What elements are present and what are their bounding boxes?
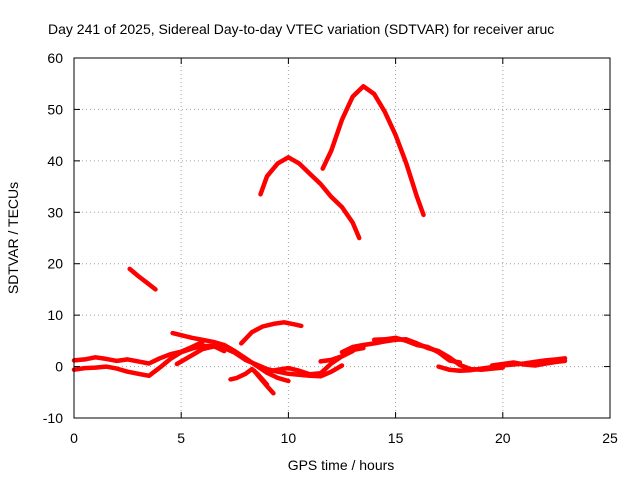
- y-tick-labels: -10 0 10 20 30 40 50 60: [43, 50, 63, 426]
- series-line-trace-night-b: [71, 343, 227, 379]
- series-line-arc-mid-peak: [258, 155, 362, 241]
- chart-title: Day 241 of 2025, Sidereal Day-to-day VTE…: [48, 21, 554, 37]
- x-tick-label: 25: [602, 430, 618, 446]
- y-axis-label: SDTVAR / TECUs: [5, 182, 21, 294]
- series-line-trace-late-h: [318, 348, 355, 364]
- y-tick-label: 0: [55, 359, 63, 375]
- y-tick-label: 10: [47, 307, 63, 323]
- series-line-arc-big-peak: [320, 84, 426, 218]
- y-tick-label: 40: [47, 153, 63, 169]
- series-line-arc-early-decline: [127, 266, 158, 292]
- series-line-arc-evening-hump: [238, 320, 304, 346]
- x-tick-label: 0: [70, 430, 78, 446]
- series-line-trace-drop-f: [251, 368, 276, 396]
- x-axis-label: GPS time / hours: [288, 457, 395, 473]
- y-tick-label: 50: [47, 101, 63, 117]
- x-tick-label: 10: [281, 430, 297, 446]
- y-tick-label: 60: [47, 50, 63, 66]
- y-tick-label: 30: [47, 204, 63, 220]
- series-line-trace-afternoon-j: [371, 335, 463, 365]
- x-tick-label: 15: [388, 430, 404, 446]
- y-tick-label: 20: [47, 256, 63, 272]
- plot-frame: [73, 57, 611, 419]
- x-tick-label: 20: [495, 430, 511, 446]
- x-tick-label: 5: [177, 430, 185, 446]
- x-tick-labels: 0 5 10 15 20 25: [70, 430, 618, 446]
- series-group: [71, 84, 568, 396]
- axis-ticks: [73, 57, 611, 419]
- series-line-trace-evening-l: [489, 358, 568, 368]
- y-tick-label: -10: [43, 410, 63, 426]
